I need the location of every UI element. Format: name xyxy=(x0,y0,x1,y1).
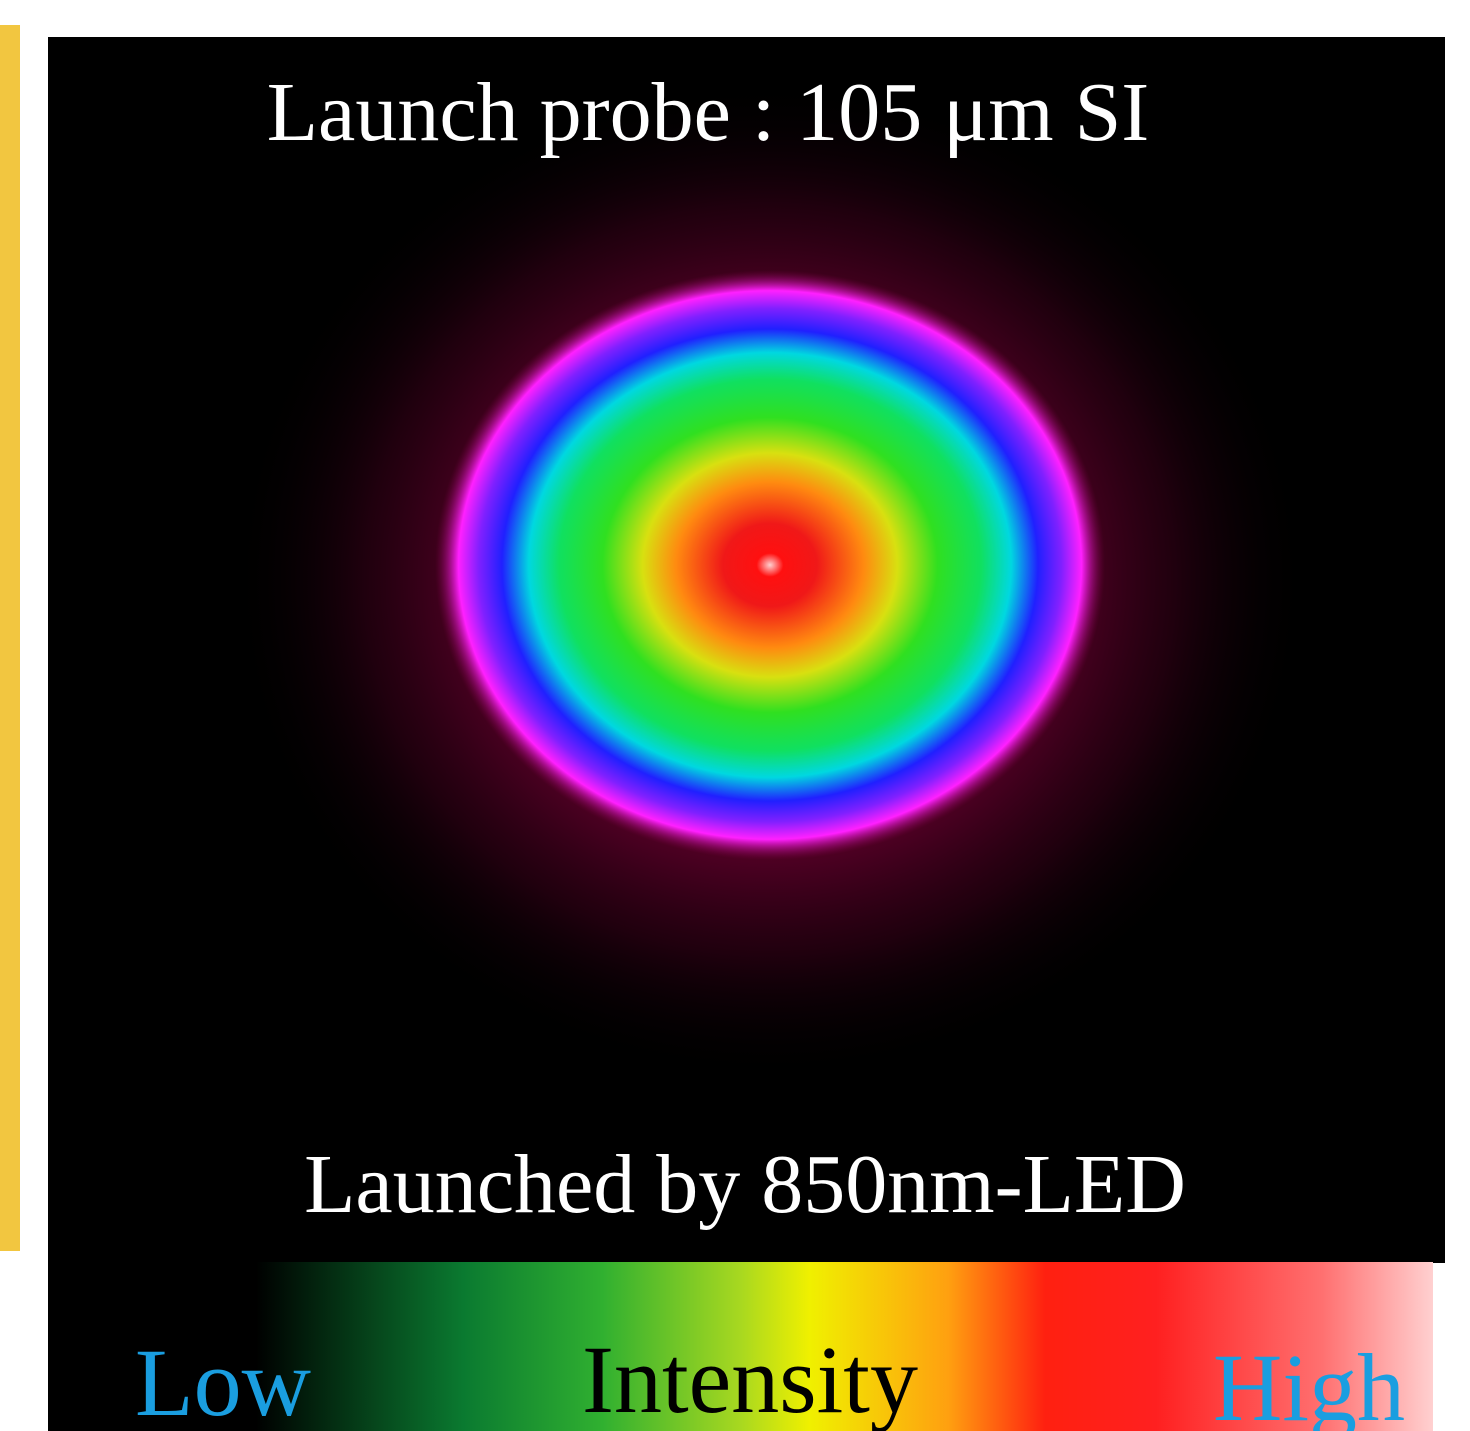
colorbar-title: Intensity xyxy=(582,1326,918,1431)
colorbar-high-label: High xyxy=(1213,1334,1405,1431)
side-strip xyxy=(0,25,20,1251)
colorbar-low-label: Low xyxy=(135,1329,311,1431)
figure: Launch probe : 105 μm SI Launched by 850… xyxy=(0,0,1470,1431)
image-title: Launch probe : 105 μm SI xyxy=(267,66,1150,159)
intensity-spot xyxy=(435,270,1105,860)
image-caption: Launched by 850nm-LED xyxy=(304,1138,1186,1231)
page: Launch probe : 105 μm SI Launched by 850… xyxy=(0,0,1470,1431)
